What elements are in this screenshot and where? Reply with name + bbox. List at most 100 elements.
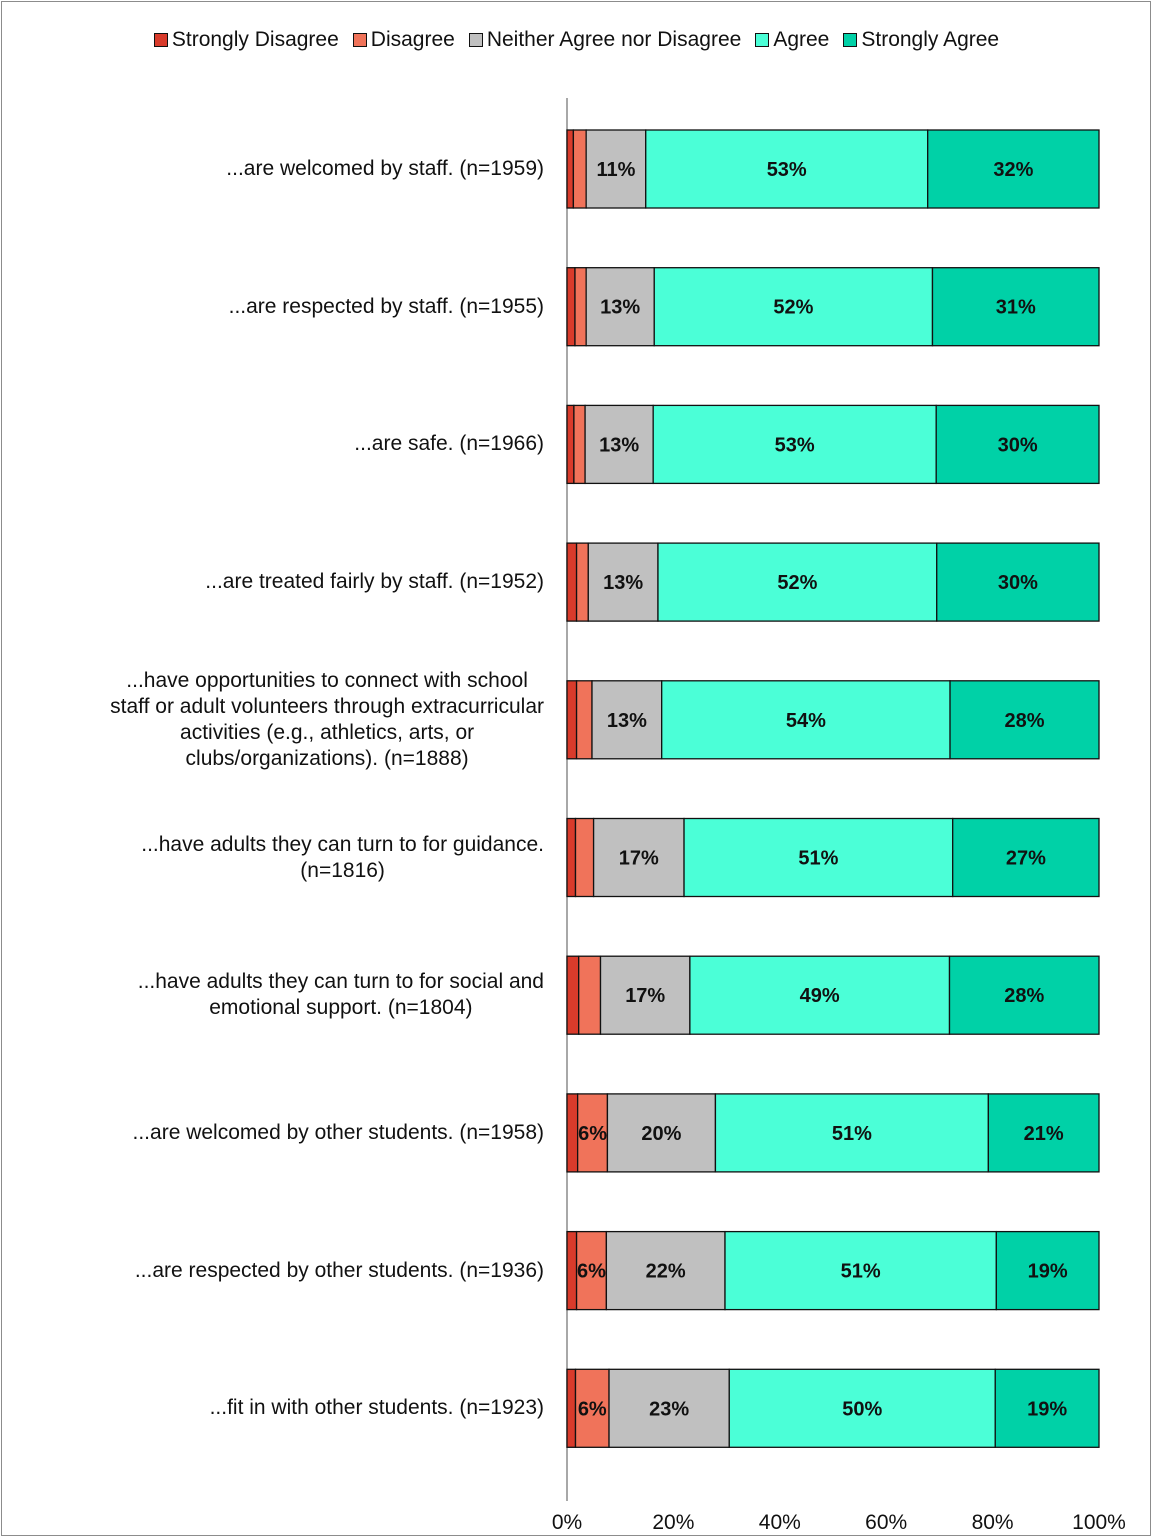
legend-label-disagree: Disagree (370, 28, 455, 51)
data-label: 20% (641, 1123, 681, 1145)
data-label: 13% (600, 297, 640, 319)
data-label: 27% (1006, 848, 1046, 870)
bar-segment-agree (657, 542, 938, 622)
bar-segment-disagree (574, 267, 587, 347)
bar-segment-strongly-disagree (566, 129, 575, 209)
legend-label-strongly-disagree: Strongly Disagree (171, 28, 339, 51)
data-label: 17% (625, 985, 665, 1007)
data-label: 49% (800, 985, 840, 1007)
category-label-text: ...have adults they can turn to for guid… (141, 832, 544, 884)
legend-label-neither: Neither Agree nor Disagree (486, 28, 742, 51)
category-label: ...have opportunities to connect with sc… (4, 668, 544, 772)
category-label-line: ...are respected by other students. (n=1… (134, 1258, 544, 1282)
category-label-text: ...are treated fairly by staff. (n=1952) (205, 569, 544, 595)
x-tick-label: 60% (865, 1511, 907, 1534)
category-label: ...have adults they can turn to for soci… (4, 969, 544, 1021)
bar-segment-disagree (576, 1093, 609, 1173)
bar-segment-disagree (575, 680, 593, 760)
category-label-line: ...are respected by staff. (n=1955) (228, 294, 544, 318)
bar-segment-agree (724, 1230, 997, 1311)
data-label: 54% (786, 710, 826, 732)
bar-segment-neither (584, 404, 654, 485)
category-label: ...are safe. (n=1966) (4, 431, 544, 457)
data-label: 51% (832, 1123, 872, 1145)
category-label: ...are welcomed by other students. (n=19… (4, 1120, 544, 1146)
category-label-text: ...are welcomed by staff. (n=1959) (226, 156, 544, 182)
x-tick-label: 0% (552, 1511, 582, 1534)
data-label: 22% (646, 1261, 686, 1283)
category-label-text: ...are respected by staff. (n=1955) (229, 294, 544, 320)
bar-segment-disagree (572, 129, 587, 209)
data-label: 30% (998, 572, 1038, 594)
data-label: 31% (996, 297, 1036, 319)
category-label-text: ...are safe. (n=1966) (354, 431, 544, 457)
x-tick-label: 80% (972, 1511, 1014, 1534)
category-label-text: ...are respected by other students. (n=1… (135, 1258, 544, 1284)
bar-segment-strongly-agree (949, 680, 1100, 760)
bar-segment-strongly-disagree (566, 267, 576, 347)
bar-segment-neither (605, 1230, 726, 1311)
legend-item-neither: Neither Agree nor Disagree (468, 28, 742, 52)
category-label: ...are respected by other students. (n=1… (4, 1258, 544, 1284)
bar-segment-disagree (575, 1230, 608, 1311)
bar-segment-strongly-agree (987, 1093, 1100, 1173)
bar-segment-agree (728, 1368, 996, 1448)
data-label: 53% (767, 159, 807, 181)
category-label-line: staff or adult volunteers through extrac… (110, 694, 544, 718)
category-label-text: ...fit in with other students. (n=1923) (210, 1395, 544, 1421)
bar-segment-neither (599, 955, 691, 1035)
category-label: ...are treated fairly by staff. (n=1952) (4, 569, 544, 595)
category-label-line: emotional support. (n=1804) (209, 996, 473, 1020)
bar-segment-strongly-disagree (566, 817, 577, 898)
data-label: 6% (578, 1123, 607, 1145)
category-label-text: ...have opportunities to connect with sc… (110, 668, 544, 772)
bar-segment-strongly-disagree (566, 1368, 577, 1448)
data-label: 13% (607, 710, 647, 732)
bar-segment-strongly-agree (995, 1230, 1100, 1311)
bar-segment-agree (653, 267, 934, 347)
category-label-line: activities (e.g., athletics, arts, or (180, 720, 475, 744)
data-label: 19% (1027, 1398, 1067, 1420)
bar-segment-disagree (573, 404, 586, 485)
data-label: 13% (603, 572, 643, 594)
bar-segment-neither (592, 817, 685, 898)
data-label: 17% (619, 848, 659, 870)
category-label-line: ...are welcomed by staff. (n=1959) (226, 157, 544, 180)
category-label-line: ...fit in with other students. (n=1923) (209, 1396, 544, 1420)
bar-segment-agree (683, 817, 954, 898)
bar-segment-strongly-disagree (566, 1093, 579, 1173)
data-label: 52% (777, 572, 817, 594)
category-label-line: ...have opportunities to connect with sc… (126, 668, 528, 692)
bar-segment-strongly-disagree (566, 542, 578, 622)
x-tick-label: 40% (759, 1511, 801, 1534)
chart-legend: Strongly Disagree Disagree Neither Agree n… (0, 28, 1153, 52)
legend-swatch-strongly-agree (843, 33, 858, 47)
data-label: 32% (993, 159, 1033, 181)
data-label: 53% (775, 434, 815, 456)
category-label-text: ...have adults they can turn to for soci… (138, 969, 544, 1021)
category-label-text: ...are welcomed by other students. (n=19… (133, 1120, 544, 1146)
data-label: 51% (798, 848, 838, 870)
category-label-line: ...have adults they can turn to for soci… (137, 970, 544, 994)
legend-swatch-strongly-disagree (153, 33, 168, 47)
bar-segment-agree (714, 1093, 989, 1173)
category-label-line: (n=1816) (300, 858, 385, 882)
legend-label-strongly-agree: Strongly Agree (861, 28, 1000, 51)
bar-segment-strongly-disagree (566, 680, 578, 760)
data-label: 11% (596, 159, 635, 181)
data-label: 52% (773, 297, 813, 319)
category-label-line: ...are treated fairly by staff. (n=1952) (205, 570, 544, 594)
data-label: 6% (578, 1398, 607, 1420)
bar-segment-disagree (574, 817, 595, 898)
category-label: ...have adults they can turn to for guid… (4, 832, 544, 884)
bar-segment-neither (606, 1093, 717, 1173)
data-label: 28% (1005, 710, 1045, 732)
legend-item-disagree: Disagree (352, 28, 455, 52)
bar-segment-agree (652, 404, 937, 485)
bar-segment-strongly-disagree (566, 1230, 578, 1311)
bar-segment-strongly-agree (936, 542, 1100, 622)
bar-segment-agree (645, 129, 929, 209)
legend-swatch-agree (755, 33, 770, 47)
category-label-line: ...have adults they can turn to for guid… (141, 832, 544, 856)
